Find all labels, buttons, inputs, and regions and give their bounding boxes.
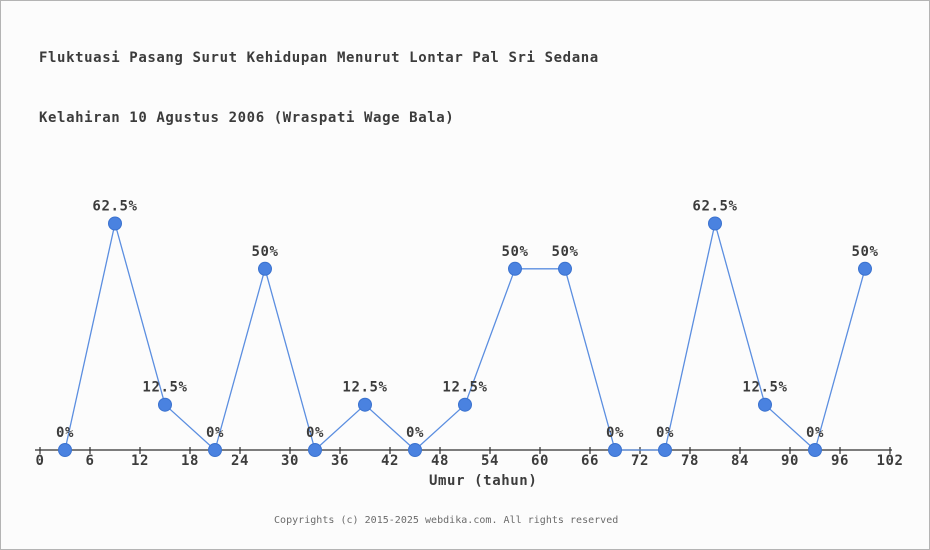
data-point-marker xyxy=(108,216,122,231)
copyright-text: Copyrights (c) 2015-2025 webdika.com. Al… xyxy=(274,515,619,526)
data-point-marker xyxy=(608,443,622,457)
data-point-marker xyxy=(458,397,472,412)
data-point-marker xyxy=(858,261,872,276)
data-point-label: 0% xyxy=(306,425,324,441)
data-point-marker xyxy=(358,397,372,412)
data-point-label: 12.5% xyxy=(342,380,387,396)
data-point-marker xyxy=(158,397,172,412)
data-point-label: 0% xyxy=(56,425,74,441)
data-line xyxy=(64,222,866,451)
data-point-label: 0% xyxy=(206,425,224,441)
x-axis-title: Umur (tahun) xyxy=(429,473,538,489)
data-point-marker xyxy=(58,443,72,457)
x-axis-tick-label: 18 xyxy=(181,453,199,469)
data-point-label: 50% xyxy=(551,244,578,260)
data-point-label: 50% xyxy=(851,244,878,260)
x-axis-tick-label: 78 xyxy=(681,453,699,469)
chart-title-line2: Kelahiran 10 Agustus 2006 (Wraspati Wage… xyxy=(39,110,455,126)
data-point-marker xyxy=(208,443,222,457)
chart-title-line1: Fluktuasi Pasang Surut Kehidupan Menurut… xyxy=(39,50,599,66)
data-point-marker xyxy=(308,443,322,457)
data-point-label: 12.5% xyxy=(142,380,187,396)
x-axis-tick-label: 84 xyxy=(731,453,749,469)
data-point-marker xyxy=(658,443,672,457)
data-point-label: 12.5% xyxy=(742,380,787,396)
chart-title: Fluktuasi Pasang Surut Kehidupan Menurut… xyxy=(39,8,599,168)
x-axis-tick-label: 60 xyxy=(531,453,549,469)
x-axis-tick-label: 0 xyxy=(35,453,44,469)
x-axis-tick-label: 48 xyxy=(431,453,449,469)
data-point-marker xyxy=(708,216,722,231)
x-axis-tick-label: 72 xyxy=(631,453,649,469)
data-point-label: 0% xyxy=(806,425,824,441)
x-axis-tick-label: 102 xyxy=(876,453,903,469)
data-point-marker xyxy=(258,261,272,276)
x-axis-tick-label: 24 xyxy=(231,453,249,469)
x-axis-tick-label: 66 xyxy=(581,453,599,469)
data-point-label: 50% xyxy=(251,244,278,260)
data-point-marker xyxy=(558,261,572,276)
data-point-label: 0% xyxy=(656,425,674,441)
data-point-label: 62.5% xyxy=(92,199,137,215)
x-axis-tick-label: 30 xyxy=(281,453,299,469)
x-axis-tick-label: 36 xyxy=(331,453,349,469)
data-point-marker xyxy=(758,397,772,412)
x-axis-tick-label: 12 xyxy=(131,453,149,469)
x-axis-tick-label: 90 xyxy=(781,453,799,469)
x-axis-tick-label: 54 xyxy=(481,453,499,469)
data-point-marker xyxy=(808,443,822,457)
data-point-marker xyxy=(508,261,522,276)
data-point-label: 62.5% xyxy=(692,199,737,215)
x-axis-tick-label: 96 xyxy=(831,453,849,469)
data-point-marker xyxy=(408,443,422,457)
data-point-label: 50% xyxy=(501,244,528,260)
data-point-label: 12.5% xyxy=(442,380,487,396)
data-point-label: 0% xyxy=(406,425,424,441)
x-axis-tick-label: 42 xyxy=(381,453,399,469)
x-axis-tick-label: 6 xyxy=(85,453,94,469)
data-point-label: 0% xyxy=(606,425,624,441)
